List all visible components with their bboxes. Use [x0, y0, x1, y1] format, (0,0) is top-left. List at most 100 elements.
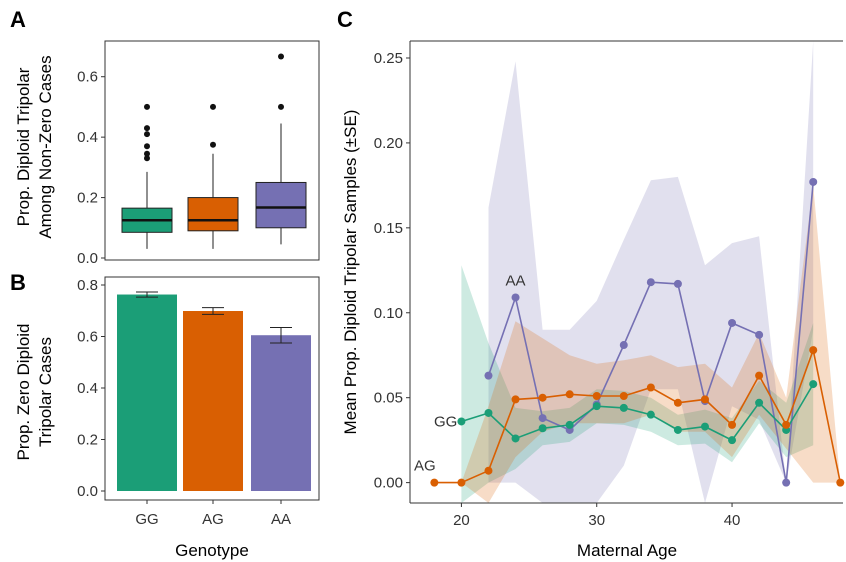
- panel-a-outlier: [144, 131, 150, 138]
- panel-a-ytick-label: 0.2: [77, 190, 98, 207]
- panel-c-point-ag: [565, 390, 574, 399]
- panel-b-ytick-label: 0.8: [77, 277, 98, 294]
- panel-c-point-ag: [646, 383, 655, 392]
- panel-a-boxes: [121, 53, 307, 249]
- panel-c-point-gg: [646, 410, 655, 419]
- panel-b-bar-aa: [251, 335, 311, 491]
- panel-c-ytick-label: 0.25: [374, 50, 403, 67]
- panel-a-outlier: [144, 103, 150, 110]
- panel-c-point-aa: [619, 341, 628, 350]
- panel-c-point-ag: [755, 371, 764, 380]
- panel-c-y-axis: 0.00 0.05 0.10 0.15 0.20 0.25: [374, 50, 410, 492]
- panel-a-outlier: [144, 155, 150, 162]
- panel-a-ytick-label: 0.0: [77, 250, 98, 267]
- panel-c-ytick-label: 0.15: [374, 220, 403, 237]
- panel-a-outlier: [144, 150, 150, 157]
- panel-c-point-aa: [511, 293, 520, 302]
- panel-a-outlier: [278, 103, 284, 110]
- panel-c-point-gg: [565, 420, 574, 429]
- panel-c-point-gg: [809, 380, 818, 389]
- panel-letter-b: B: [10, 270, 26, 295]
- panel-c-series: [430, 177, 845, 487]
- panel-c-ylabel: Mean Prop. Diploid Tripolar Samples (±SE…: [341, 110, 360, 435]
- panel-a-box-ag: [187, 197, 239, 232]
- panel-a-y-axis: 0.0 0.2 0.4 0.6: [77, 69, 105, 267]
- panel-c-point-ag: [430, 478, 439, 487]
- panel-c-point-ag: [511, 395, 520, 404]
- panel-c-point-aa: [809, 177, 818, 186]
- panel-c-point-ag: [836, 478, 845, 487]
- panel-c-point-gg: [592, 402, 601, 411]
- panel-c-x-axis: 20 30 40: [453, 503, 740, 529]
- panel-c-xtick-label: 20: [453, 512, 470, 529]
- panel-b-barplot: Prop. Zero Diploid Tripolar Cases Genoty…: [14, 276, 320, 560]
- panel-c-point-gg: [484, 408, 493, 417]
- panel-a-boxplot: Prop. Diploid Tripolar Among Non-Zero Ca…: [14, 40, 320, 267]
- panel-letter-c: C: [337, 7, 353, 32]
- panel-c-label-aa: AA: [506, 272, 526, 289]
- panel-a-outlier: [210, 141, 216, 148]
- panel-letter-a: A: [10, 7, 26, 32]
- panel-b-bar-gg: [117, 294, 177, 491]
- panel-c-point-aa: [782, 478, 791, 487]
- panel-c-point-ag: [484, 466, 493, 475]
- panel-c-point-gg: [457, 417, 466, 426]
- panel-b-ytick-label: 0.4: [77, 380, 98, 397]
- panel-b-x-axis: GG AG AA: [135, 500, 291, 528]
- panel-c-ribbon-aa: [488, 41, 814, 503]
- panel-b-ylabel-line2: Tripolar Cases: [36, 337, 55, 447]
- panel-a-outlier: [278, 53, 284, 60]
- panel-a-box-aa: [255, 181, 307, 229]
- panel-c-label-gg: GG: [434, 413, 457, 430]
- panel-c-point-ag: [809, 346, 818, 355]
- panel-c-lineplot: Mean Prop. Diploid Tripolar Samples (±SE…: [341, 40, 845, 560]
- panel-b-xtick-label: AA: [271, 511, 291, 528]
- panel-a-outlier: [144, 143, 150, 150]
- panel-a-frame: [104, 40, 320, 261]
- panel-a-outlier: [144, 125, 150, 132]
- panel-a-ytick-label: 0.6: [77, 69, 98, 86]
- panel-b-ylabel-line1: Prop. Zero Diploid: [14, 323, 33, 460]
- panel-b-bar-ag: [183, 311, 243, 491]
- panel-a-ylabel-line1: Prop. Diploid Tripolar: [14, 67, 33, 226]
- panel-c-ytick-label: 0.00: [374, 475, 403, 492]
- panel-c-ribbon-gg: [461, 265, 814, 503]
- panel-a-ytick-label: 0.4: [77, 129, 98, 146]
- panel-c-point-gg: [728, 436, 737, 445]
- panel-c-point-ag: [782, 420, 791, 429]
- panel-b-ytick-label: 0.6: [77, 329, 98, 346]
- panel-c-line-gg: [461, 383, 814, 442]
- panel-b-y-axis: 0.0 0.2 0.4 0.6 0.8: [77, 277, 105, 500]
- panel-c-point-gg: [700, 422, 709, 431]
- panel-c-point-gg: [619, 403, 628, 412]
- panel-c-point-ag: [619, 391, 628, 400]
- panel-c-point-aa: [755, 330, 764, 339]
- panel-c-point-ag: [700, 395, 709, 404]
- panel-c-point-aa: [646, 278, 655, 287]
- panel-b-xlabel: Genotype: [175, 541, 249, 560]
- panel-c-ytick-label: 0.05: [374, 390, 403, 407]
- panel-c-point-aa: [484, 371, 493, 380]
- panel-c-point-gg: [538, 424, 547, 433]
- panel-c-se-ribbons: [434, 41, 841, 503]
- panel-c-point-ag: [728, 420, 737, 429]
- panel-b-bars: [117, 291, 311, 491]
- panel-c-point-ag: [538, 393, 547, 402]
- panel-c-ribbon-ag: [434, 185, 841, 503]
- panel-c-line-ag: [434, 347, 842, 484]
- panel-c-point-aa: [538, 414, 547, 423]
- panel-c-point-gg: [511, 434, 520, 443]
- panel-b-xtick-label: AG: [202, 511, 224, 528]
- panel-c-point-ag: [457, 478, 466, 487]
- panel-c-point-aa: [728, 318, 737, 327]
- panel-c-point-aa: [673, 279, 682, 288]
- panel-c-xtick-label: 30: [588, 512, 605, 529]
- panel-b-xtick-label: GG: [135, 511, 158, 528]
- panel-a-outlier: [210, 103, 216, 110]
- panel-c-xlabel: Maternal Age: [577, 541, 677, 560]
- panel-c-ytick-label: 0.20: [374, 135, 403, 152]
- panel-c-series-labels: AA GG AG: [414, 272, 526, 474]
- panel-c-label-ag: AG: [414, 458, 436, 475]
- panel-a-ylabel-line2: Among Non-Zero Cases: [36, 55, 55, 238]
- panel-b-ytick-label: 0.0: [77, 483, 98, 500]
